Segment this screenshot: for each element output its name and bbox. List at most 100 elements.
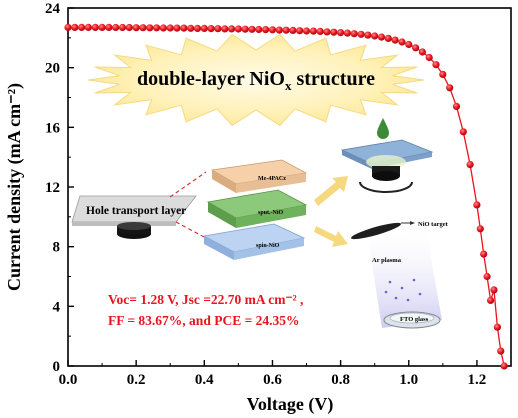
- svg-text:sput.-NiO: sput.-NiO: [258, 210, 284, 216]
- data-point: [490, 286, 498, 294]
- data-point: [159, 24, 167, 32]
- plasma-column: [368, 230, 442, 328]
- data-point: [405, 40, 413, 49]
- data-point: [476, 225, 484, 233]
- data-point: [357, 30, 365, 38]
- data-point: [132, 24, 140, 32]
- data-point: [487, 296, 495, 304]
- data-point: [371, 32, 379, 40]
- data-point: [139, 24, 147, 32]
- data-point: [309, 27, 317, 35]
- x-tick-label: 1.0: [399, 372, 418, 388]
- data-point: [193, 24, 202, 32]
- data-point: [500, 362, 508, 370]
- x-axis: 0.0 0.2 0.4 0.6 0.8 1.0 1.2: [59, 360, 512, 388]
- data-point: [493, 323, 501, 331]
- data-point: [384, 34, 392, 43]
- jv-series: [64, 23, 508, 370]
- data-point: [364, 31, 372, 39]
- data-point: [391, 36, 399, 44]
- layer-sput-nio: sput.-NiO: [206, 189, 308, 228]
- data-point: [207, 25, 215, 33]
- layer-me-4pacz: Me-4PACz: [210, 159, 308, 193]
- data-point: [153, 24, 161, 32]
- y-tick-label: 16: [45, 120, 61, 136]
- x-tick-label: 0.6: [263, 372, 282, 388]
- results-line-1: Voc= 1.28 V, Jsc =22.70 mA cm⁻² ,: [108, 292, 303, 307]
- data-point: [173, 24, 181, 32]
- data-point: [439, 70, 447, 78]
- banner-starburst: double-layer NiOx structure: [87, 33, 425, 127]
- spin-coater: [340, 118, 434, 193]
- data-point: [337, 28, 345, 37]
- data-point: [289, 26, 297, 34]
- data-point: [118, 23, 127, 32]
- sputter-setup: NiO target Ar plasma FTO glass: [350, 221, 449, 329]
- data-point: [91, 23, 99, 31]
- data-point: [125, 23, 133, 32]
- data-point: [446, 84, 454, 92]
- x-tick-label: 0.0: [59, 372, 78, 388]
- data-point: [296, 27, 304, 35]
- data-point: [343, 29, 351, 37]
- banner-text: double-layer NiOx structure: [137, 68, 375, 93]
- nio-target: [350, 222, 402, 240]
- data-point: [255, 25, 263, 34]
- data-point: [302, 27, 311, 35]
- data-point: [412, 44, 420, 52]
- data-point: [418, 48, 426, 56]
- y-tick-label: 20: [45, 61, 60, 77]
- data-point: [105, 23, 113, 31]
- droplet-icon: [377, 118, 389, 139]
- results-line-2: FF = 83.67%, and PCE = 24.35%: [108, 313, 300, 328]
- y-axis-label: Current density (mA cm⁻²): [4, 83, 25, 291]
- data-point: [323, 28, 331, 36]
- data-point: [228, 25, 236, 33]
- process-illustration: NiO target Ar plasma FTO glass: [314, 118, 449, 329]
- data-point: [71, 23, 79, 31]
- x-tick-label: 0.4: [195, 372, 214, 388]
- x-tick-label: 0.8: [331, 372, 350, 388]
- data-point: [282, 26, 290, 34]
- y-tick-label: 12: [45, 180, 60, 196]
- data-point: [112, 23, 120, 32]
- data-point: [483, 272, 491, 281]
- y-tick-label: 0: [53, 359, 61, 375]
- ar-plasma-label: Ar plasma: [372, 257, 402, 264]
- data-point: [180, 24, 188, 32]
- x-axis-label: Voltage (V): [247, 394, 334, 415]
- zoom-connector: [169, 171, 207, 198]
- data-point: [268, 26, 277, 34]
- data-point: [146, 24, 154, 32]
- htl-label: Hole transport layer: [86, 205, 186, 217]
- arrow-to-sputter: [314, 226, 348, 247]
- data-point: [234, 25, 242, 33]
- svg-text:spin-NiO: spin-NiO: [256, 243, 280, 249]
- data-point: [452, 102, 461, 110]
- data-point: [241, 25, 249, 33]
- htl-illustration: Hole transport layer Me-4PACz sput.-NiO …: [71, 159, 308, 260]
- data-point: [200, 24, 208, 32]
- data-point: [459, 128, 467, 136]
- data-point: [432, 61, 440, 69]
- data-point: [166, 24, 174, 32]
- y-tick-label: 24: [45, 1, 61, 17]
- y-tick-label: 8: [53, 240, 61, 256]
- x-tick-label: 0.2: [127, 372, 146, 388]
- data-point: [221, 25, 229, 33]
- fto-glass-label: FTO glass: [400, 316, 429, 323]
- data-point: [497, 347, 505, 355]
- data-point: [377, 33, 386, 41]
- y-tick-label: 4: [53, 299, 61, 315]
- data-point: [480, 250, 488, 258]
- data-point: [350, 30, 358, 38]
- x-tick-label: 1.2: [468, 372, 487, 388]
- data-point: [248, 25, 256, 33]
- data-point: [398, 38, 406, 46]
- data-point: [466, 161, 474, 169]
- y-axis: 0 4 8 12 16 20 24: [45, 1, 74, 375]
- data-point: [473, 201, 481, 209]
- data-point: [275, 26, 283, 34]
- nio-target-label: NiO target: [418, 221, 449, 228]
